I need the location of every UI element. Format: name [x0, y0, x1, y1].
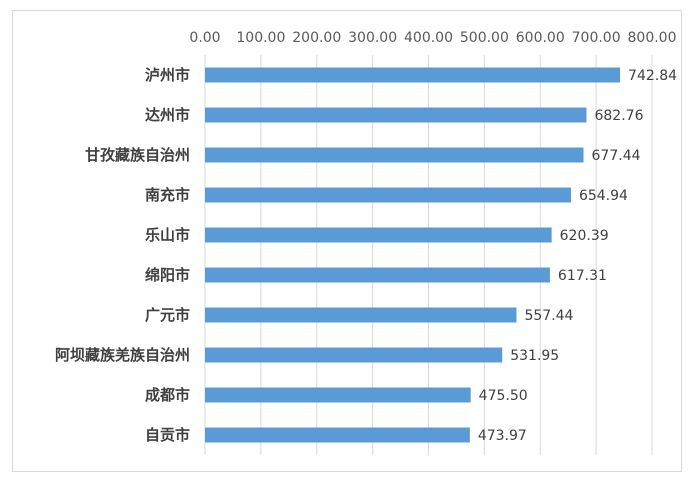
- data-label: 617.31: [558, 268, 607, 284]
- x-tick-label: 300.00: [348, 30, 397, 46]
- data-label: 682.76: [594, 108, 643, 124]
- x-tick-label: 100.00: [236, 30, 285, 46]
- bar: [205, 187, 571, 203]
- x-tick-label: 600.00: [516, 30, 565, 46]
- x-tick-label: 200.00: [292, 30, 341, 46]
- category-label: 绵阳市: [145, 266, 190, 284]
- data-label: 475.50: [479, 388, 528, 404]
- category-label: 广元市: [145, 306, 190, 324]
- category-label: 甘孜藏族自治州: [85, 146, 190, 164]
- bar: [205, 427, 470, 443]
- bar: [205, 227, 552, 243]
- category-label: 自贡市: [145, 426, 190, 444]
- bar: [205, 347, 503, 363]
- bar: [205, 107, 587, 123]
- data-label: 557.44: [524, 308, 573, 324]
- category-label: 泸州市: [145, 66, 190, 84]
- bar: [205, 147, 584, 163]
- x-tick-label: 700.00: [572, 30, 621, 46]
- data-label: 742.84: [628, 68, 677, 84]
- bar: [205, 67, 621, 83]
- bar: [205, 307, 517, 323]
- category-label: 达州市: [145, 106, 190, 124]
- bar: [205, 267, 550, 283]
- bar: [205, 387, 471, 403]
- x-tick-label: 0.00: [189, 30, 220, 46]
- x-tick-label: 400.00: [404, 30, 453, 46]
- category-label: 阿坝藏族羌族自治州: [55, 346, 190, 364]
- data-label: 531.95: [510, 348, 559, 364]
- data-label: 654.94: [579, 188, 628, 204]
- category-label: 乐山市: [145, 226, 190, 244]
- x-tick-label: 500.00: [460, 30, 509, 46]
- x-tick-label: 800.00: [628, 30, 677, 46]
- category-label: 成都市: [145, 386, 190, 404]
- data-label: 620.39: [560, 228, 609, 244]
- data-label: 473.97: [478, 428, 527, 444]
- category-label: 南充市: [145, 186, 190, 204]
- data-label: 677.44: [592, 148, 641, 164]
